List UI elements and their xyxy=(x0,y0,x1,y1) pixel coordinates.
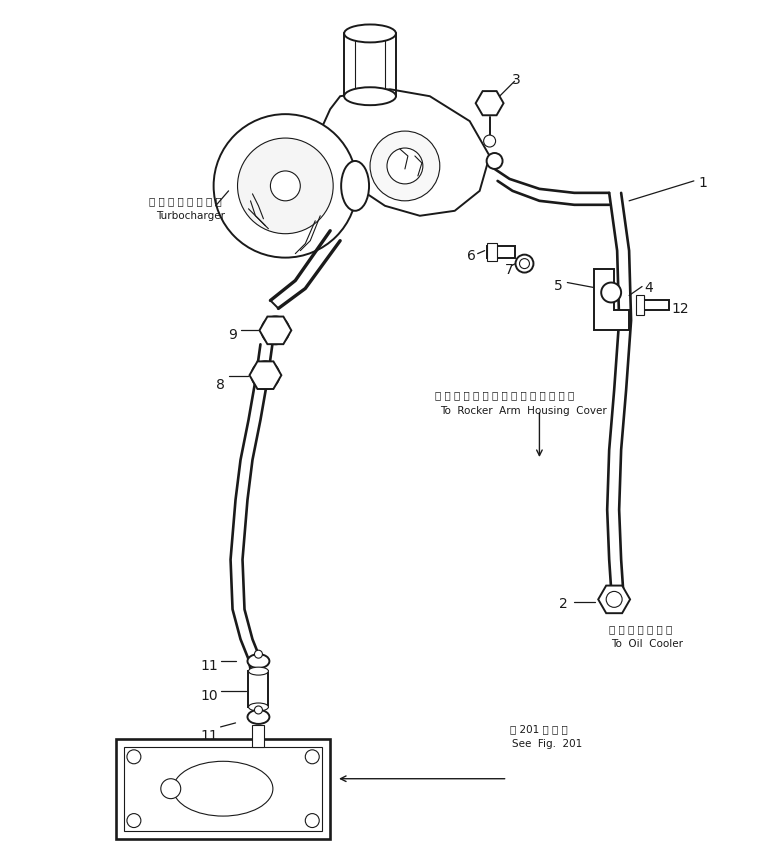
Text: 10: 10 xyxy=(200,689,218,703)
Circle shape xyxy=(255,706,262,714)
Text: 第 201 図 参 照: 第 201 図 参 照 xyxy=(509,724,568,734)
Text: ロ ッ カ ア ー ム ハ ウ ジ ン グ カ バ ー へ: ロ ッ カ ア ー ム ハ ウ ジ ン グ カ バ ー へ xyxy=(435,390,574,400)
Ellipse shape xyxy=(341,161,369,211)
Text: See  Fig.  201: See Fig. 201 xyxy=(512,739,581,749)
Circle shape xyxy=(258,367,273,383)
Circle shape xyxy=(127,750,141,764)
Ellipse shape xyxy=(344,25,396,43)
Circle shape xyxy=(516,254,533,272)
Polygon shape xyxy=(594,269,629,330)
Circle shape xyxy=(370,131,440,201)
Text: 11: 11 xyxy=(200,659,219,673)
Bar xyxy=(116,739,330,839)
Text: 5: 5 xyxy=(555,278,563,293)
Bar xyxy=(249,671,269,707)
Circle shape xyxy=(262,317,289,344)
Circle shape xyxy=(237,138,334,234)
Circle shape xyxy=(213,114,357,258)
Text: オ イ ル ク ー ラ へ: オ イ ル ク ー ラ へ xyxy=(609,624,672,634)
Text: タ ー ボ チ ャ ー ジ ャ: タ ー ボ チ ャ ー ジ ャ xyxy=(149,196,222,205)
Circle shape xyxy=(487,153,503,169)
Text: Turbocharger: Turbocharger xyxy=(156,211,225,221)
Text: To  Oil  Cooler: To Oil Cooler xyxy=(611,639,683,649)
Ellipse shape xyxy=(344,87,396,105)
Circle shape xyxy=(268,323,283,338)
Circle shape xyxy=(161,779,181,799)
Bar xyxy=(124,746,322,830)
Circle shape xyxy=(519,259,529,269)
Text: 6: 6 xyxy=(467,248,476,263)
Text: 4: 4 xyxy=(644,281,653,294)
Bar xyxy=(487,246,515,258)
Text: 7: 7 xyxy=(505,263,513,276)
Text: 3: 3 xyxy=(512,74,520,87)
Polygon shape xyxy=(321,89,490,216)
Text: 9: 9 xyxy=(229,329,237,342)
Circle shape xyxy=(606,591,622,608)
Circle shape xyxy=(601,282,621,302)
Bar xyxy=(636,295,644,315)
Ellipse shape xyxy=(173,761,273,816)
Ellipse shape xyxy=(249,703,269,711)
Text: To  Rocker  Arm  Housing  Cover: To Rocker Arm Housing Cover xyxy=(440,406,607,416)
Circle shape xyxy=(252,361,279,389)
Ellipse shape xyxy=(248,654,269,669)
Circle shape xyxy=(270,171,301,201)
Circle shape xyxy=(387,148,423,184)
Circle shape xyxy=(127,813,141,828)
Bar xyxy=(487,242,496,260)
Ellipse shape xyxy=(249,667,269,675)
Circle shape xyxy=(483,135,496,147)
Text: 12: 12 xyxy=(671,302,688,317)
Bar xyxy=(639,300,669,311)
Ellipse shape xyxy=(248,710,269,724)
Bar xyxy=(252,725,265,746)
Circle shape xyxy=(305,813,319,828)
Text: 11: 11 xyxy=(200,729,219,743)
Text: 1: 1 xyxy=(699,176,708,190)
Circle shape xyxy=(255,651,262,658)
Text: 8: 8 xyxy=(216,378,224,392)
Text: 2: 2 xyxy=(559,597,568,611)
Circle shape xyxy=(305,750,319,764)
